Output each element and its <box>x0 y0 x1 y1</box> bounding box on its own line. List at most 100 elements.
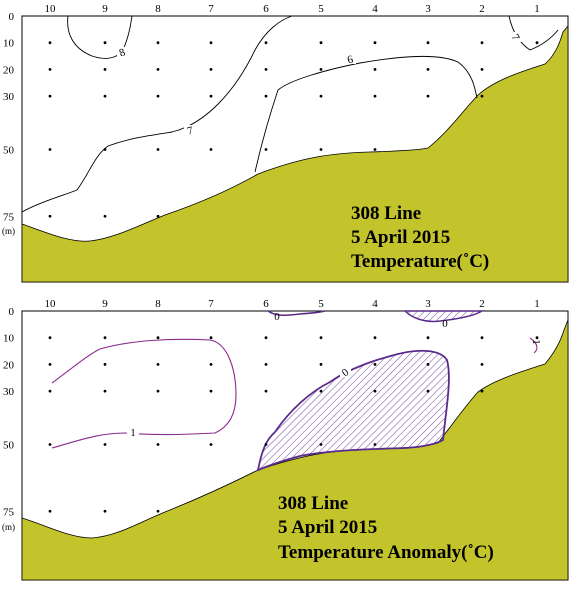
station-dot <box>373 389 377 393</box>
station-dot <box>103 363 107 366</box>
station-dot <box>103 509 107 513</box>
station-dot <box>209 443 213 446</box>
y-tick-label: 75 <box>3 506 15 518</box>
y-unit-label: (m) <box>2 226 15 236</box>
station-dot <box>48 336 52 340</box>
station-dot <box>426 94 430 98</box>
station-dot <box>48 68 52 71</box>
station-dot <box>426 336 430 340</box>
station-dot <box>373 148 377 151</box>
y-tick-label: 50 <box>3 440 15 452</box>
contour-label-bg <box>127 426 139 438</box>
y-unit-label: (m) <box>2 522 15 532</box>
y-tick-label: 50 <box>3 145 15 157</box>
station-dot <box>156 336 160 340</box>
station-dot <box>209 363 213 366</box>
station-dots <box>48 41 539 218</box>
y-tick-label: 10 <box>3 333 15 345</box>
station-dot <box>48 389 52 393</box>
station-dot <box>319 389 323 393</box>
x-tick-label: 5 <box>318 3 324 15</box>
station-dot <box>264 443 268 446</box>
station-dot <box>48 148 52 151</box>
station-dot <box>103 68 107 71</box>
station-dot <box>264 94 268 98</box>
station-dot <box>103 389 107 393</box>
seabed-area <box>21 24 569 283</box>
x-tick-label: 8 <box>155 3 161 15</box>
panel-temperature: 10 9 8 7 6 5 4 3 2 1 0 10 20 30 50 75 (m) 8 7 6 7 308 … <box>2 3 569 283</box>
y-tick-label: 75 <box>3 211 15 223</box>
x-tick-labels: 10 9 8 7 6 5 4 3 2 1 <box>45 298 540 310</box>
station-dot <box>480 41 484 45</box>
anomaly-contour-right <box>529 337 538 354</box>
contour-label-6: 6 <box>346 53 355 66</box>
x-tick-label: 6 <box>263 3 269 15</box>
station-dot <box>373 94 377 98</box>
contour-label-8: 8 <box>118 46 128 59</box>
contour-label-bg <box>340 367 351 377</box>
station-dot <box>156 389 160 393</box>
station-dot <box>209 336 213 340</box>
station-dot <box>319 363 323 366</box>
station-dot <box>319 68 323 71</box>
station-dot <box>535 41 539 45</box>
station-dot <box>103 214 107 218</box>
station-dot <box>103 336 107 340</box>
station-dot <box>373 363 377 366</box>
anomaly-negative-region-top <box>403 310 485 323</box>
anomaly-1-contour <box>51 338 237 449</box>
station-dot <box>48 509 52 513</box>
x-tick-label: 9 <box>102 3 108 15</box>
x-tick-label: 1 <box>534 298 540 310</box>
station-dot <box>535 336 539 340</box>
chart-title-line2: 5 April 2015 <box>351 227 450 248</box>
isotherm-7-line-left <box>21 15 293 213</box>
station-dot <box>426 68 430 71</box>
panel-temperature-anomaly: 10 9 8 7 6 5 4 3 2 1 0 10 20 30 50 75 (m) 1 0 0 0 1 30… <box>2 298 569 581</box>
x-tick-label: 3 <box>425 298 431 310</box>
station-dot <box>319 443 323 446</box>
station-dot <box>480 389 484 393</box>
station-dot <box>103 94 107 98</box>
x-tick-label: 2 <box>479 3 485 15</box>
station-dot <box>319 94 323 98</box>
x-tick-label: 4 <box>372 3 378 15</box>
anomaly-negative-region <box>256 349 450 472</box>
station-dot <box>264 389 268 393</box>
station-dot <box>264 148 268 151</box>
contour-label-bg <box>184 125 196 135</box>
x-tick-label: 1 <box>534 3 540 15</box>
y-tick-label: 20 <box>3 359 15 371</box>
contour-label-1-right: 1 <box>530 339 542 345</box>
station-dot <box>426 41 430 45</box>
station-dot <box>48 41 52 45</box>
chart-title-line3: Temperature Anomaly(˚C) <box>278 542 494 563</box>
station-dot <box>103 148 107 151</box>
chart-title-line3: Temperature(˚C) <box>351 251 489 272</box>
station-dot <box>426 389 430 393</box>
station-dot <box>209 389 213 393</box>
x-tick-label: 4 <box>372 298 378 310</box>
x-tick-label: 3 <box>425 3 431 15</box>
station-dot <box>209 68 213 71</box>
station-dot <box>48 214 52 218</box>
station-dot <box>156 41 160 45</box>
station-dot <box>103 41 107 45</box>
y-tick-label: 30 <box>3 386 15 398</box>
isotherm-6-line <box>254 56 478 173</box>
station-dot <box>103 443 107 446</box>
station-dot <box>373 41 377 45</box>
station-dot <box>156 509 160 513</box>
station-dot <box>319 336 323 340</box>
station-dot <box>209 41 213 45</box>
station-dot <box>156 443 160 446</box>
y-tick-label: 20 <box>3 64 15 76</box>
station-dot <box>48 363 52 366</box>
x-tick-label: 8 <box>155 298 161 310</box>
contour-label-1: 1 <box>130 427 136 439</box>
station-dot <box>426 363 430 366</box>
station-dot <box>209 148 213 151</box>
contour-label-bg <box>511 32 522 42</box>
